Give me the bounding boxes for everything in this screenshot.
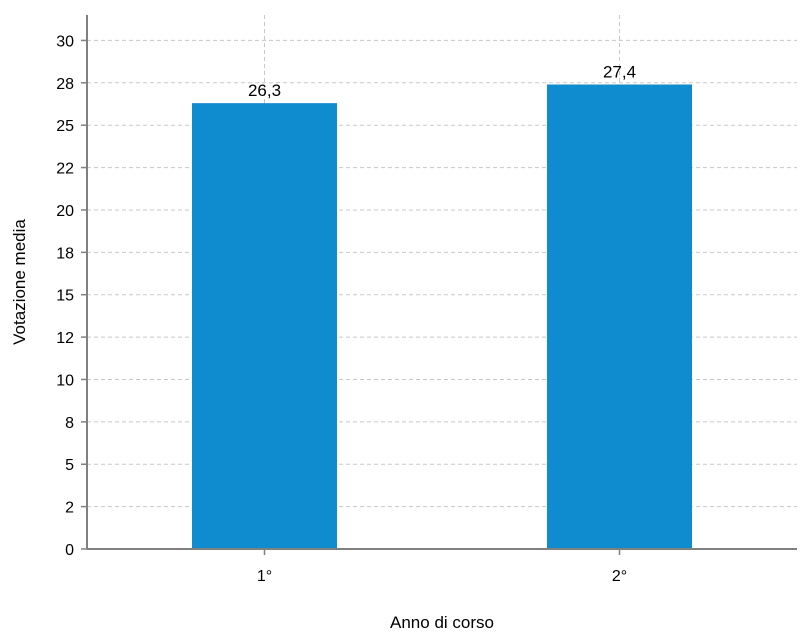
y-tick-label: 2 [65, 500, 74, 517]
bar-value-label: 26,3 [248, 81, 281, 100]
y-tick-label: 20 [56, 203, 74, 220]
y-axis-title: Votazione media [10, 219, 29, 345]
y-tick-label: 5 [65, 457, 74, 474]
x-tick-label: 1° [257, 568, 272, 585]
axes [86, 15, 797, 550]
y-tick-label: 18 [56, 245, 74, 262]
bars [192, 84, 692, 550]
y-tick-label: 0 [65, 542, 74, 559]
y-tick-label: 15 [56, 288, 74, 305]
y-tick-label: 8 [65, 415, 74, 432]
y-tick-label: 10 [56, 372, 74, 389]
data-labels: 26,3 27,4 [248, 63, 636, 101]
y-tick-label: 12 [56, 330, 74, 347]
x-tick-label: 2° [612, 568, 627, 585]
bar-value-label: 27,4 [603, 63, 636, 82]
x-axis-title: Anno di corso [390, 613, 494, 632]
bar [192, 103, 337, 550]
x-axis-ticks: 1° 2° [257, 549, 627, 585]
y-tick-label: 25 [56, 118, 74, 135]
y-tick-label: 28 [56, 76, 74, 93]
y-tick-label: 22 [56, 161, 74, 178]
bar [547, 84, 692, 549]
y-tick-label: 30 [56, 33, 74, 50]
